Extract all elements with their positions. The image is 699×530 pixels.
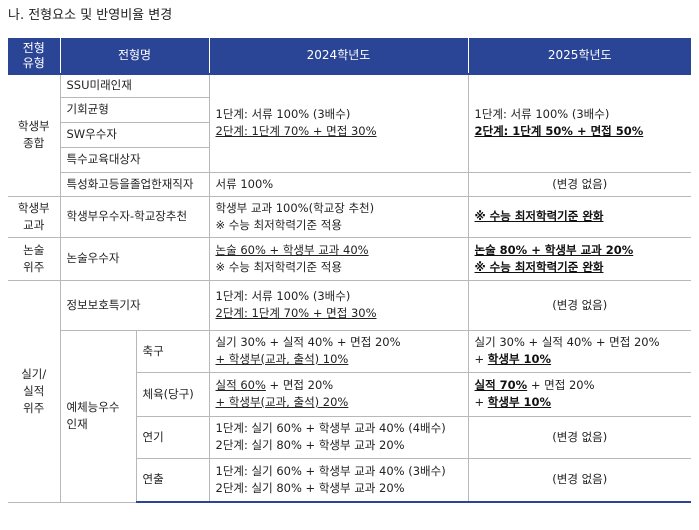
acting-2025: (변경 없음)	[467, 415, 691, 459]
pe-2024-l1a: 실적 60%	[215, 378, 266, 392]
row-essay: 논술우수자	[59, 236, 210, 281]
table-row: 연출 1단계: 실기 60% + 학생부 교과 40% (3배수) 2단계: 실…	[8, 457, 691, 503]
admission-change-table: 전형 유형 전형명 2024학년도 2025학년도 학생부 종합 SSU미래인재…	[8, 38, 691, 503]
table-row: 실기/ 실적 위주 정보보호특기자 1단계: 서류 100% (3배수) 2단계…	[8, 279, 691, 503]
header-type-line1: 전형	[22, 40, 45, 55]
infosec-2024: 1단계: 서류 100% (3배수) 2단계: 1단계 70% + 면접 30%	[208, 279, 469, 331]
pe-2025-l1b: + 면접 20%	[527, 378, 595, 392]
table-row: 연기 1단계: 실기 60% + 학생부 교과 40% (4배수) 2단계: 실…	[8, 415, 691, 459]
infosec-2024-line1: 1단계: 서류 100% (3배수)	[215, 289, 351, 303]
table-row: SW우수자	[8, 121, 691, 148]
directing-2024: 1단계: 실기 60% + 학생부 교과 40% (3배수) 2단계: 실기 8…	[208, 457, 469, 503]
section-heading: 나. 전형요소 및 반영비율 변경	[8, 8, 173, 23]
header-type: 전형 유형	[8, 38, 61, 75]
pe-2024-l1b: + 면접 20%	[265, 378, 334, 392]
row-pe: 체육(당구)	[135, 371, 210, 417]
row-school-rec: 학생부우수자-학교장추천	[59, 195, 210, 238]
comp-2024: 1단계: 서류 100% (3배수) 2단계: 1단계 70% + 면접 30%	[208, 73, 469, 173]
row-acting: 연기	[135, 415, 210, 459]
school-2025: ※ 수능 최저학력기준 완화	[467, 195, 691, 238]
soccer-2025-prefix: +	[474, 352, 488, 366]
soccer-2025: 실기 30% + 실적 40% + 면접 20% + 학생부 10%	[467, 329, 691, 373]
group-essay-line2: 위주	[23, 259, 45, 274]
row-special-ed: 특수교육대상자	[59, 146, 210, 173]
group-practical-line2: 실적	[23, 383, 45, 398]
pe-2024: 실적 60% + 면접 20% + 학생부(교과, 출석) 20%	[208, 371, 469, 417]
group-comprehensive-line2: 종합	[23, 136, 45, 151]
specialized-2025: (변경 없음)	[467, 171, 691, 197]
soccer-2024-line1: 실기 30% + 실적 40% + 면접 20%	[215, 335, 401, 349]
group-record: 학생부 교과	[8, 195, 61, 238]
acting-2024: 1단계: 실기 60% + 학생부 교과 40% (4배수) 2단계: 실기 8…	[208, 415, 469, 459]
pe-2025: 실적 70% + 면접 20% + 학생부 10%	[467, 371, 691, 417]
directing-2024-line2: 2단계: 실기 80% + 학생부 교과 20%	[215, 480, 405, 495]
row-ssu: SSU미래인재	[59, 73, 210, 98]
school-2025-line1: ※ 수능 최저학력기준 완화	[474, 209, 604, 223]
row-specialized: 특성화고등을졸업한재직자	[59, 171, 210, 197]
pe-2025-bold: 학생부 10%	[487, 395, 552, 409]
comp-2025: 1단계: 서류 100% (3배수) 2단계: 1단계 50% + 면접 50%	[467, 73, 691, 173]
row-sw: SW우수자	[59, 121, 210, 148]
row-directing: 연출	[135, 457, 210, 503]
table-row: 학생부 종합 SSU미래인재 1단계: 서류 100% (3배수) 2단계: 1…	[8, 73, 691, 197]
specialized-2024: 서류 100%	[208, 171, 469, 197]
group-record-line1: 학생부	[17, 200, 50, 215]
essay-2025-line1: 논술 80% + 학생부 교과 20%	[474, 242, 634, 257]
comp-2024-line2: 2단계: 1단계 70% + 면접 30%	[215, 124, 377, 139]
pe-2025-prefix: +	[474, 395, 488, 409]
pe-2024-line2: + 학생부(교과, 출석) 20%	[215, 395, 349, 409]
row-soccer: 축구	[135, 329, 210, 373]
acting-2024-line2: 2단계: 실기 80% + 학생부 교과 20%	[215, 438, 405, 452]
group-practical: 실기/ 실적 위주	[8, 279, 61, 503]
arts-group-line1: 예체능우수	[66, 400, 120, 414]
pe-2025-l1a: 실적 70%	[474, 378, 528, 392]
comp-2025-line1: 1단계: 서류 100% (3배수)	[474, 107, 610, 122]
table-row: 기회균형	[8, 96, 691, 123]
row-infosec: 정보보호특기자	[59, 279, 210, 331]
group-practical-line3: 위주	[23, 400, 45, 415]
header-2024: 2024학년도	[208, 38, 469, 75]
essay-2024-line1: 논술 60% + 학생부 교과 40%	[215, 242, 369, 257]
school-2024-line1: 학생부 교과 100%(학교장 추천)	[215, 200, 375, 215]
group-practical-line1: 실기/	[21, 366, 47, 381]
table-row: 학생부 교과 학생부우수자-학교장추천 학생부 교과 100%(학교장 추천) …	[8, 195, 691, 238]
pe-2024-line1: 실적 60% + 면접 20%	[216, 377, 462, 394]
arts-group-line2: 인재	[66, 417, 88, 431]
essay-2024-line2: ※ 수능 최저학력기준 적용	[215, 259, 342, 274]
soccer-2025-line2: + 학생부 10%	[475, 351, 686, 368]
comp-2024-line1: 1단계: 서류 100% (3배수)	[215, 107, 351, 122]
header-type-line2: 유형	[22, 55, 45, 70]
group-essay: 논술 위주	[8, 236, 61, 281]
school-2024: 학생부 교과 100%(학교장 추천) ※ 수능 최저학력기준 적용	[208, 195, 469, 238]
soccer-2024-line2: + 학생부(교과, 출석) 10%	[215, 352, 349, 366]
table-row: 논술 위주 논술우수자 논술 60% + 학생부 교과 40% ※ 수능 최저학…	[8, 236, 691, 281]
pe-2025-line2: + 학생부 10%	[475, 394, 686, 411]
infosec-2024-line2: 2단계: 1단계 70% + 면접 30%	[215, 306, 377, 320]
directing-2024-line1: 1단계: 실기 60% + 학생부 교과 40% (3배수)	[215, 463, 446, 478]
table-row: 체육(당구) 실적 60% + 면접 20% + 학생부(교과, 출석) 20%…	[8, 371, 691, 417]
essay-2024: 논술 60% + 학생부 교과 40% ※ 수능 최저학력기준 적용	[208, 236, 469, 281]
pe-2025-line1: 실적 70% + 면접 20%	[475, 377, 686, 394]
essay-2025: 논술 80% + 학생부 교과 20% ※ 수능 최저학력기준 완화	[467, 236, 691, 281]
row-gihoe: 기회균형	[59, 96, 210, 123]
table-header-row: 전형 유형 전형명 2024학년도 2025학년도	[8, 38, 691, 75]
acting-2024-line1: 1단계: 실기 60% + 학생부 교과 40% (4배수)	[215, 421, 446, 435]
soccer-2025-line1: 실기 30% + 실적 40% + 면접 20%	[474, 335, 660, 349]
essay-2025-line2: ※ 수능 최저학력기준 완화	[474, 259, 604, 274]
row-arts-group: 예체능우수 인재	[59, 329, 137, 503]
group-comprehensive: 학생부 종합	[8, 73, 61, 197]
soccer-2024: 실기 30% + 실적 40% + 면접 20% + 학생부(교과, 출석) 1…	[208, 329, 469, 373]
school-2024-line2: ※ 수능 최저학력기준 적용	[215, 217, 342, 232]
comp-2025-line2: 2단계: 1단계 50% + 면접 50%	[474, 124, 644, 139]
table-row: 예체능우수 인재 축구 실기 30% + 실적 40% + 면접 20% + 학…	[8, 329, 691, 503]
group-essay-line1: 논술	[23, 242, 45, 257]
soccer-2025-bold: 학생부 10%	[487, 352, 552, 366]
group-comprehensive-line1: 학생부	[17, 119, 50, 134]
table-row: 특성화고등을졸업한재직자 서류 100% (변경 없음)	[8, 171, 691, 197]
header-2025: 2025학년도	[467, 38, 691, 75]
directing-2025: (변경 없음)	[467, 457, 691, 503]
group-record-line2: 교과	[23, 217, 45, 232]
header-name: 전형명	[59, 38, 210, 75]
infosec-2025: (변경 없음)	[467, 279, 691, 331]
